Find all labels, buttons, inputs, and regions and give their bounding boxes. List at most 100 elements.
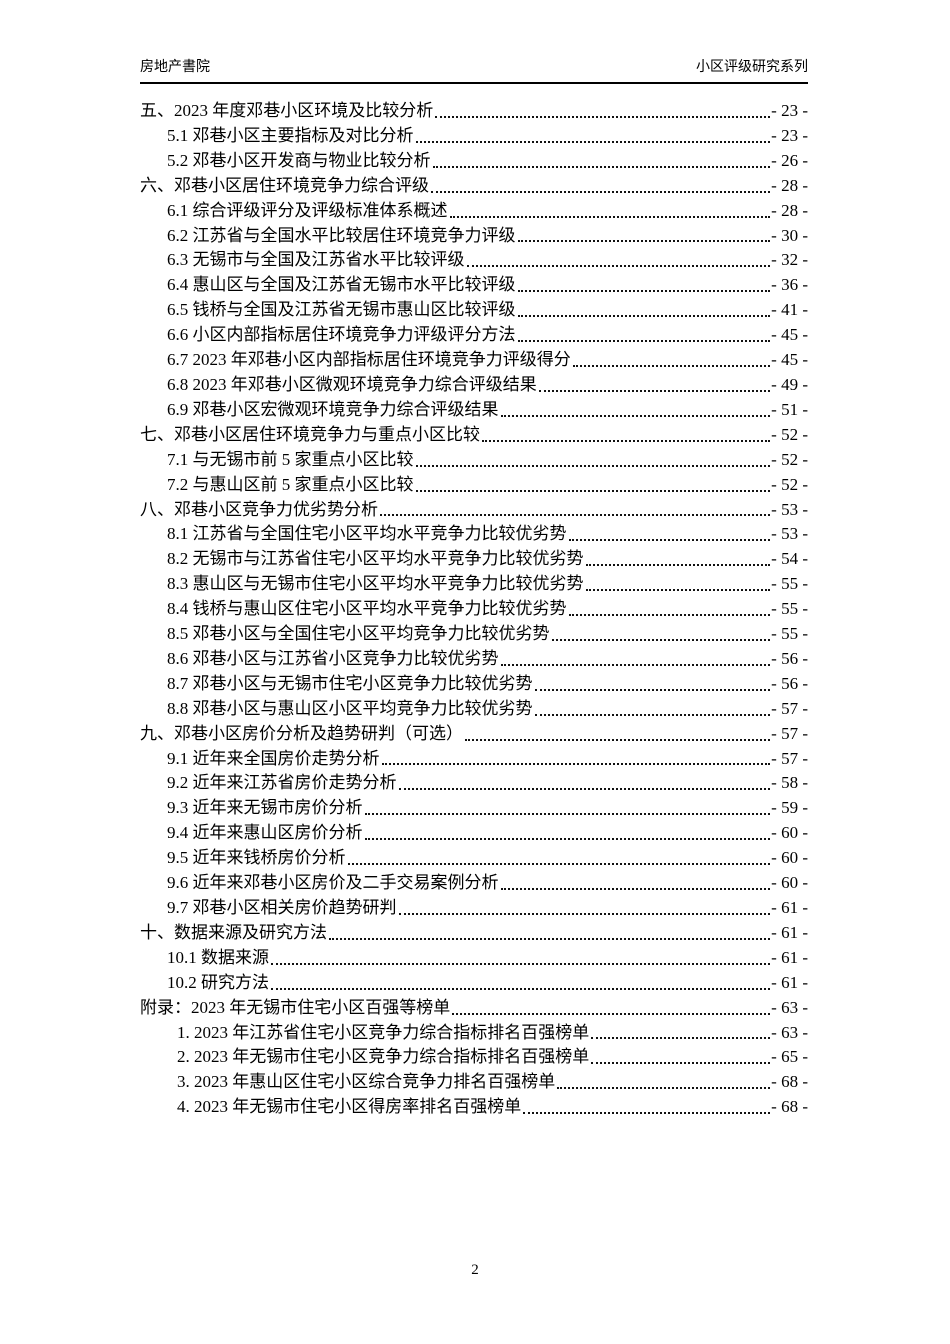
toc-entry[interactable]: 6.5 钱桥与全国及江苏省无锡市惠山区比较评级 - 41 - xyxy=(140,298,808,323)
toc-entry-label: 8.1 江苏省与全国住宅小区平均水平竞争力比较优劣势 xyxy=(167,524,567,544)
toc-entry[interactable]: 9.6 近年来邓巷小区房价及二手交易案例分析 - 60 - xyxy=(140,871,808,896)
toc-entry-page: - 59 - xyxy=(771,798,808,818)
toc-entry[interactable]: 十、数据来源及研究方法 - 61 - xyxy=(140,921,808,946)
toc-entry[interactable]: 九、邓巷小区房价分析及趋势研判（可选） - 57 - xyxy=(140,722,808,747)
toc-leader-dots xyxy=(517,315,771,318)
toc-entry-label: 2. 2023 年无锡市住宅小区竞争力综合指标排名百强榜单 xyxy=(177,1047,590,1067)
toc-entry-page: - 65 - xyxy=(771,1047,808,1067)
toc-entry-label: 6.7 2023 年邓巷小区内部指标居住环境竞争力评级得分 xyxy=(167,350,571,370)
toc-leader-dots xyxy=(591,1037,771,1040)
page-number: 2 xyxy=(471,1262,479,1278)
toc-entry[interactable]: 9.7 邓巷小区相关房价趋势研判 - 61 - xyxy=(140,896,808,921)
toc-entry[interactable]: 2. 2023 年无锡市住宅小区竞争力综合指标排名百强榜单 - 65 - xyxy=(140,1045,808,1070)
toc-entry[interactable]: 1. 2023 年江苏省住宅小区竞争力综合指标排名百强榜单 - 63 - xyxy=(140,1021,808,1046)
toc-entry-label: 8.3 惠山区与无锡市住宅小区平均水平竞争力比较优劣势 xyxy=(167,574,584,594)
toc-entry-page: - 30 - xyxy=(771,225,808,245)
toc-entry-page: - 53 - xyxy=(771,499,808,519)
toc-entry[interactable]: 10.1 数据来源 - 61 - xyxy=(140,946,808,971)
toc-entry[interactable]: 8.2 无锡市与江苏省住宅小区平均水平竞争力比较优劣势 - 54 - xyxy=(140,547,808,572)
toc-entry-label: 6.8 2023 年邓巷小区微观环境竞争力综合评级结果 xyxy=(167,374,537,394)
toc-entry-label: 七、邓巷小区居住环境竞争力与重点小区比较 xyxy=(140,424,480,444)
toc-entry[interactable]: 7.1 与无锡市前 5 家重点小区比较 - 52 - xyxy=(140,448,808,473)
toc-entry[interactable]: 6.3 无锡市与全国及江苏省水平比较评级 - 32 - xyxy=(140,248,808,273)
toc-entry-page: - 45 - xyxy=(771,350,808,370)
toc-entry-label: 9.2 近年来江苏省房价走势分析 xyxy=(167,773,397,793)
toc-entry-page: - 55 - xyxy=(771,624,808,644)
toc-entry-label: 9.1 近年来全国房价走势分析 xyxy=(167,748,380,768)
toc-entry-page: - 68 - xyxy=(771,1097,808,1117)
toc-entry-page: - 60 - xyxy=(771,823,808,843)
toc-leader-dots xyxy=(449,215,771,218)
toc-entry[interactable]: 6.8 2023 年邓巷小区微观环境竞争力综合评级结果 - 49 - xyxy=(140,373,808,398)
toc-entry[interactable]: 4. 2023 年无锡市住宅小区得房率排名百强榜单 - 68 - xyxy=(140,1095,808,1120)
toc-entry-page: - 63 - xyxy=(771,1022,808,1042)
toc-entry[interactable]: 10.2 研究方法 - 61 - xyxy=(140,971,808,996)
toc-entry[interactable]: 6.6 小区内部指标居住环境竞争力评级评分方法 - 45 - xyxy=(140,323,808,348)
toc-entry[interactable]: 6.1 综合评级评分及评级标准体系概述 - 28 - xyxy=(140,199,808,224)
toc-entry[interactable]: 8.7 邓巷小区与无锡市住宅小区竞争力比较优劣势 - 56 - xyxy=(140,672,808,697)
toc-leader-dots xyxy=(271,987,771,990)
toc-leader-dots xyxy=(271,962,771,965)
toc-leader-dots xyxy=(591,1062,771,1065)
toc-entry-page: - 52 - xyxy=(771,424,808,444)
toc-entry[interactable]: 9.5 近年来钱桥房价分析 - 60 - xyxy=(140,846,808,871)
toc-entry[interactable]: 3. 2023 年惠山区住宅小区综合竞争力排名百强榜单 - 68 - xyxy=(140,1070,808,1095)
toc-entry[interactable]: 9.2 近年来江苏省房价走势分析 - 58 - xyxy=(140,771,808,796)
toc-entry-page: - 55 - xyxy=(771,599,808,619)
toc-entry-page: - 57 - xyxy=(771,698,808,718)
toc-leader-dots xyxy=(452,1012,771,1015)
toc-entry[interactable]: 6.2 江苏省与全国水平比较居住环境竞争力评级 - 30 - xyxy=(140,224,808,249)
toc-entry-page: - 32 - xyxy=(771,250,808,270)
toc-leader-dots xyxy=(500,663,771,666)
toc-entry[interactable]: 6.7 2023 年邓巷小区内部指标居住环境竞争力评级得分 - 45 - xyxy=(140,348,808,373)
toc-entry-label: 九、邓巷小区房价分析及趋势研判（可选） xyxy=(140,723,463,743)
toc-entry-label: 9.6 近年来邓巷小区房价及二手交易案例分析 xyxy=(167,873,499,893)
toc-leader-dots xyxy=(523,1112,771,1115)
toc-entry-page: - 36 - xyxy=(771,275,808,295)
toc-entry-label: 六、邓巷小区居住环境竞争力综合评级 xyxy=(140,175,429,195)
toc-entry-page: - 56 - xyxy=(771,673,808,693)
toc-entry-label: 6.2 江苏省与全国水平比较居住环境竞争力评级 xyxy=(167,225,516,245)
toc-leader-dots xyxy=(517,290,771,293)
toc-leader-dots xyxy=(500,888,771,890)
toc-entry[interactable]: 五、2023 年度邓巷小区环境及比较分析 - 23 - xyxy=(140,99,808,124)
toc-entry-page: - 57 - xyxy=(771,748,808,768)
toc-entry-page: - 45 - xyxy=(771,325,808,345)
toc-leader-dots xyxy=(415,140,771,143)
toc-entry-page: - 60 - xyxy=(771,873,808,893)
toc-entry[interactable]: 9.4 近年来惠山区房价分析 - 60 - xyxy=(140,821,808,846)
toc-entry-label: 附录：2023 年无锡市住宅小区百强等榜单 xyxy=(140,997,451,1017)
toc-leader-dots xyxy=(557,1087,771,1090)
toc-entry[interactable]: 附录：2023 年无锡市住宅小区百强等榜单 - 63 - xyxy=(140,996,808,1021)
toc-entry-page: - 56 - xyxy=(771,648,808,668)
toc-entry[interactable]: 八、邓巷小区竞争力优劣势分析 - 53 - xyxy=(140,498,808,523)
toc-leader-dots xyxy=(534,688,771,691)
toc-entry[interactable]: 8.3 惠山区与无锡市住宅小区平均水平竞争力比较优劣势 - 55 - xyxy=(140,572,808,597)
toc-leader-dots xyxy=(482,439,771,442)
toc-entry-label: 八、邓巷小区竞争力优劣势分析 xyxy=(140,499,378,519)
toc-entry[interactable]: 8.4 钱桥与惠山区住宅小区平均水平竞争力比较优劣势 - 55 - xyxy=(140,597,808,622)
toc-entry[interactable]: 六、邓巷小区居住环境竞争力综合评级 - 28 - xyxy=(140,174,808,199)
toc-leader-dots xyxy=(568,539,771,542)
toc-entry-page: - 61 - xyxy=(771,898,808,917)
header-left-text: 房地产書院 xyxy=(140,58,210,74)
toc-entry-label: 6.6 小区内部指标居住环境竞争力评级评分方法 xyxy=(167,325,516,345)
toc-entry[interactable]: 8.5 邓巷小区与全国住宅小区平均竞争力比较优劣势 - 55 - xyxy=(140,622,808,647)
toc-entry[interactable]: 8.1 江苏省与全国住宅小区平均水平竞争力比较优劣势 - 53 - xyxy=(140,522,808,547)
toc-entry[interactable]: 8.8 邓巷小区与惠山区小区平均竞争力比较优劣势 - 57 - xyxy=(140,697,808,722)
toc-entry[interactable]: 5.2 邓巷小区开发商与物业比较分析 - 26 - xyxy=(140,149,808,174)
toc-entry[interactable]: 7.2 与惠山区前 5 家重点小区比较 - 52 - xyxy=(140,473,808,498)
toc-entry[interactable]: 七、邓巷小区居住环境竞争力与重点小区比较 - 52 - xyxy=(140,423,808,448)
toc-entry[interactable]: 6.9 邓巷小区宏微观环境竞争力综合评级结果 - 51 - xyxy=(140,398,808,423)
toc-entry[interactable]: 9.1 近年来全国房价走势分析 - 57 - xyxy=(140,747,808,772)
toc-entry[interactable]: 6.4 惠山区与全国及江苏省无锡市水平比较评级 - 36 - xyxy=(140,273,808,298)
toc-entry[interactable]: 8.6 邓巷小区与江苏省小区竞争力比较优劣势 - 56 - xyxy=(140,647,808,672)
toc-entry-label: 5.2 邓巷小区开发商与物业比较分析 xyxy=(167,150,431,170)
toc-entry[interactable]: 5.1 邓巷小区主要指标及对比分析 - 23 - xyxy=(140,124,808,149)
toc-entry-label: 8.7 邓巷小区与无锡市住宅小区竞争力比较优劣势 xyxy=(167,673,533,693)
toc-entry-label: 9.3 近年来无锡市房价分析 xyxy=(167,798,363,818)
page-footer: 2 xyxy=(0,1258,950,1282)
toc-entry-label: 8.4 钱桥与惠山区住宅小区平均水平竞争力比较优劣势 xyxy=(167,599,567,619)
toc-entry-label: 7.1 与无锡市前 5 家重点小区比较 xyxy=(167,449,414,469)
toc-entry[interactable]: 9.3 近年来无锡市房价分析 - 59 - xyxy=(140,796,808,821)
